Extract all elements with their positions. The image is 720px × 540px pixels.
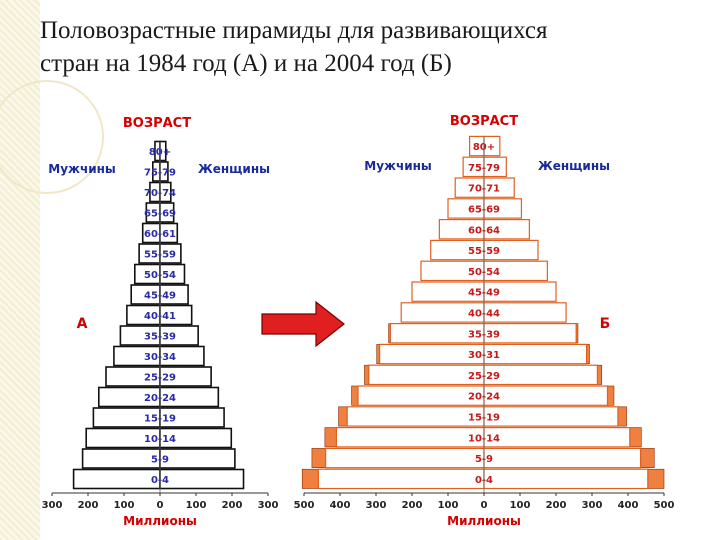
bar-male-5-9 <box>81 448 161 469</box>
female-label: Женщины <box>198 162 270 176</box>
growth-bar-female-25-29 <box>597 364 603 385</box>
x-tick-label: 500 <box>294 500 315 511</box>
male-label: Мужчины <box>364 159 432 173</box>
x-tick-label: 100 <box>114 500 135 511</box>
age-header: ВОЗРАСТ <box>123 116 191 131</box>
x-tick-label: 0 <box>481 500 488 511</box>
bar-male-15-19 <box>346 406 485 427</box>
x-tick-label: 100 <box>510 500 531 511</box>
growth-bar-female-0-4 <box>647 468 665 489</box>
x-tick-label: 400 <box>618 500 639 511</box>
male-label: Мужчины <box>48 162 116 176</box>
growth-bar-female-5-9 <box>640 448 655 468</box>
bar-female-25-29 <box>483 364 599 386</box>
x-tick-label: 200 <box>78 500 99 511</box>
decorative-arc <box>0 80 104 194</box>
slide-title-line-2: стран на 1984 год (А) и на 2004 год (Б) <box>40 50 452 77</box>
x-tick-label: 400 <box>330 500 351 511</box>
bar-male-25-29 <box>368 364 485 386</box>
bar-female-0-4 <box>483 468 649 490</box>
slide-title-line-1: Половозрастные пирамиды для развивающихс… <box>40 17 548 44</box>
arrow-right-icon <box>261 300 345 348</box>
bar-female-15-19 <box>483 406 619 427</box>
x-axis-label: Миллионы <box>447 514 521 528</box>
growth-bar-male-0-4 <box>301 468 319 489</box>
panel-label: А <box>77 316 88 332</box>
panel-label: Б <box>600 316 611 332</box>
x-tick-label: 500 <box>654 500 675 511</box>
bar-female-10-14 <box>483 427 631 448</box>
x-tick-label: 100 <box>438 500 459 511</box>
bar-female-5-9 <box>483 447 642 469</box>
age-header: ВОЗРАСТ <box>450 114 518 129</box>
x-tick-label: 200 <box>546 500 567 511</box>
bar-male-5-9 <box>325 447 485 469</box>
x-tick-label: 0 <box>157 500 164 511</box>
x-tick-label: 100 <box>186 500 207 511</box>
growth-bar-female-15-19 <box>617 406 627 427</box>
x-axis-label: Миллионы <box>123 514 197 528</box>
bar-male-0-4 <box>72 468 161 490</box>
bar-female-5-9 <box>159 448 236 469</box>
bar-female-20-24 <box>483 385 609 406</box>
bar-male-0-4 <box>317 468 485 490</box>
x-tick-label: 300 <box>258 500 279 511</box>
growth-bar-male-5-9 <box>311 448 326 468</box>
x-tick-label: 300 <box>582 500 603 511</box>
growth-bar-male-25-29 <box>364 364 370 385</box>
bar-male-20-24 <box>357 385 485 406</box>
growth-bar-male-20-24 <box>351 385 359 406</box>
growth-bar-male-15-19 <box>338 406 348 427</box>
growth-bar-male-10-14 <box>324 427 337 448</box>
bar-male-10-14 <box>335 427 485 448</box>
x-tick-label: 200 <box>402 500 423 511</box>
female-label: Женщины <box>538 159 610 173</box>
growth-bar-female-20-24 <box>607 385 615 406</box>
growth-bar-female-10-14 <box>629 427 642 448</box>
bar-female-0-4 <box>159 468 245 490</box>
slide-title: Половозрастные пирамиды для развивающихс… <box>40 14 680 80</box>
x-tick-label: 200 <box>222 500 243 511</box>
x-tick-label: 300 <box>366 500 387 511</box>
x-tick-label: 300 <box>42 500 63 511</box>
